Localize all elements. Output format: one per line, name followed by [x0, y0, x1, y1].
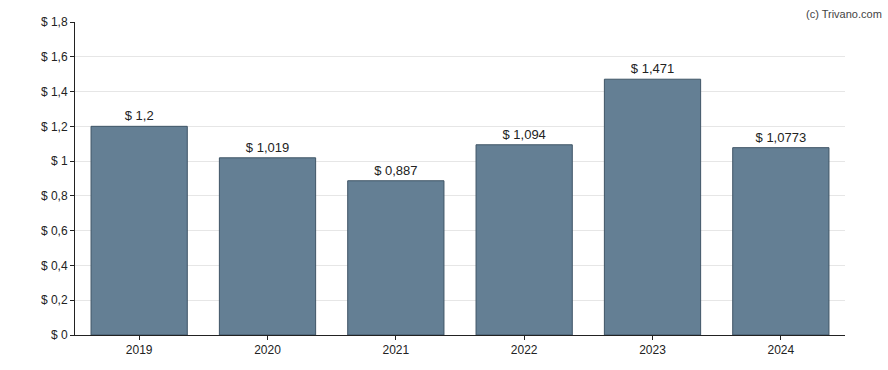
- svg-text:$ 1,471: $ 1,471: [631, 61, 674, 76]
- svg-text:(c) Trivano.com: (c) Trivano.com: [806, 8, 882, 20]
- svg-text:$ 0: $ 0: [51, 328, 68, 342]
- svg-text:$ 1,4: $ 1,4: [41, 85, 68, 99]
- svg-text:$ 1,8: $ 1,8: [41, 15, 68, 29]
- svg-text:$ 1,2: $ 1,2: [125, 108, 154, 123]
- svg-text:$ 1,019: $ 1,019: [246, 140, 289, 155]
- svg-text:2023: 2023: [639, 343, 666, 357]
- svg-text:$ 0,887: $ 0,887: [374, 163, 417, 178]
- svg-text:$ 0,4: $ 0,4: [41, 259, 68, 273]
- svg-text:$ 0,8: $ 0,8: [41, 189, 68, 203]
- svg-text:2021: 2021: [382, 343, 409, 357]
- svg-text:$ 0,2: $ 0,2: [41, 293, 68, 307]
- svg-text:$ 0,6: $ 0,6: [41, 224, 68, 238]
- svg-text:$ 1,0773: $ 1,0773: [756, 130, 807, 145]
- svg-text:2019: 2019: [126, 343, 153, 357]
- svg-text:$ 1,2: $ 1,2: [41, 120, 68, 134]
- svg-text:$ 1,6: $ 1,6: [41, 50, 68, 64]
- svg-text:$ 1: $ 1: [51, 154, 68, 168]
- svg-text:2022: 2022: [511, 343, 538, 357]
- svg-text:2020: 2020: [254, 343, 281, 357]
- svg-text:$ 1,094: $ 1,094: [502, 127, 545, 142]
- svg-text:2024: 2024: [767, 343, 794, 357]
